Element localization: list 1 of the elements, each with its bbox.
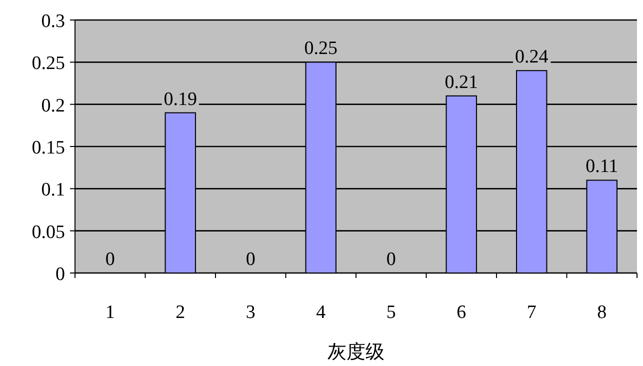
xlabel: 灰度级	[328, 342, 384, 363]
